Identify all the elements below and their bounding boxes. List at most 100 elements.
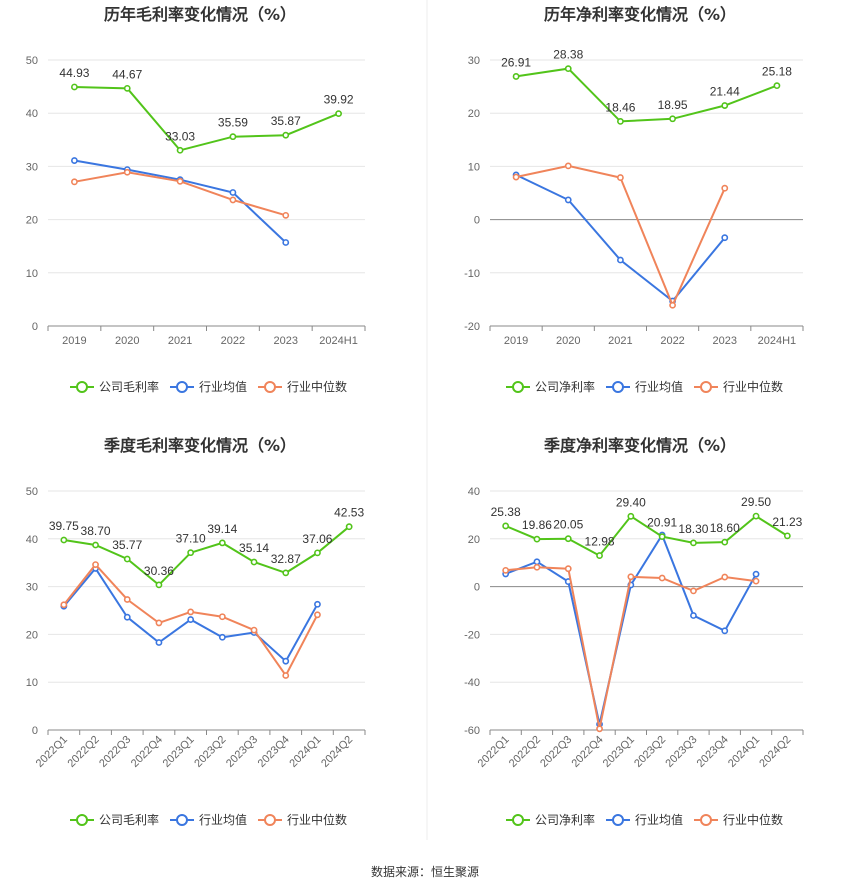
- legend-item[interactable]: 公司净利率: [506, 379, 595, 394]
- data-point: [71, 83, 78, 91]
- legend-item[interactable]: 行业均值: [606, 812, 683, 827]
- data-label: 38.70: [81, 524, 111, 538]
- data-point: [658, 574, 666, 582]
- x-tick-label: 2022Q1: [34, 734, 70, 770]
- data-label: 35.77: [112, 538, 142, 552]
- data-point: [533, 563, 541, 571]
- data-point: [176, 177, 184, 185]
- legend-swatch-marker: [76, 381, 88, 393]
- x-tick-label: 2023Q1: [601, 734, 637, 770]
- data-point: [721, 234, 729, 242]
- chart-annual-gross: 历年毛利率变化情况（%） 0 10 20 30 40 50 2019 2020 2021 2022 2…: [26, 5, 366, 394]
- x-tick-label: 2023Q2: [192, 734, 228, 770]
- data-point: [335, 110, 342, 118]
- y-tick-label: 20: [468, 108, 480, 120]
- y-tick-label: 20: [26, 215, 38, 227]
- legend-item[interactable]: 公司毛利率: [70, 812, 159, 827]
- legend-swatch-marker: [612, 814, 624, 826]
- series-line-industry-avg: [515, 173, 726, 303]
- data-label: 32.87: [271, 552, 301, 566]
- x-tick-label: 2022Q3: [538, 734, 574, 770]
- data-label: 39.14: [207, 522, 237, 536]
- x-tick-label: 2024Q2: [757, 734, 793, 770]
- chart-title: 历年毛利率变化情况（%）: [104, 5, 296, 24]
- data-point: [690, 539, 697, 547]
- data-point: [345, 523, 353, 531]
- y-tick-label: 0: [32, 321, 38, 333]
- data-label: 25.38: [491, 505, 521, 519]
- series-line-industry-avg: [505, 532, 757, 725]
- x-tick-label: 2023: [274, 335, 298, 347]
- data-point: [627, 573, 635, 581]
- data-label: 30.36: [144, 564, 174, 578]
- data-label: 21.44: [710, 85, 740, 99]
- data-point: [282, 672, 290, 679]
- legend-item[interactable]: 行业均值: [170, 379, 247, 394]
- legend-item[interactable]: 公司毛利率: [70, 379, 159, 394]
- data-label: 39.92: [324, 93, 354, 107]
- data-point: [533, 558, 541, 566]
- y-tick-label: 0: [32, 725, 38, 737]
- data-point: [596, 552, 603, 559]
- data-point: [617, 256, 624, 264]
- data-point: [564, 565, 572, 573]
- data-point: [314, 549, 321, 557]
- legend-swatch-marker: [700, 814, 712, 826]
- x-tick-label: 2022Q4: [129, 734, 165, 770]
- legend-label: 行业均值: [635, 379, 683, 394]
- data-label: 26.91: [501, 55, 531, 69]
- x-tick-label: 2021: [608, 335, 632, 347]
- data-point: [92, 561, 99, 569]
- data-label: 29.40: [616, 495, 646, 509]
- legend-label: 行业均值: [199, 379, 247, 394]
- y-tick-label: 50: [26, 486, 38, 498]
- legend-item[interactable]: 行业中位数: [258, 812, 347, 827]
- legend-item[interactable]: 公司净利率: [506, 812, 595, 827]
- y-tick-label: 10: [468, 161, 480, 173]
- data-label: 18.60: [710, 521, 740, 535]
- data-point: [564, 65, 572, 73]
- legend-item[interactable]: 行业中位数: [258, 379, 347, 394]
- data-point: [564, 535, 572, 543]
- data-point: [502, 566, 510, 574]
- x-tick-label: 2019: [504, 335, 528, 347]
- y-tick-label: 40: [468, 486, 480, 498]
- series-line-company: [74, 86, 339, 152]
- y-tick-label: 20: [468, 534, 480, 546]
- legend-label: 行业中位数: [723, 379, 783, 394]
- data-point: [250, 558, 258, 566]
- data-point: [564, 162, 572, 170]
- legend-swatch-marker: [512, 381, 524, 393]
- x-tick-label: 2023Q3: [224, 734, 260, 770]
- data-point: [92, 541, 99, 549]
- data-point: [752, 577, 760, 585]
- legend-item[interactable]: 行业中位数: [694, 379, 783, 394]
- data-label: 18.46: [605, 100, 635, 114]
- data-point: [282, 211, 290, 219]
- x-tick-label: 2024Q1: [726, 734, 762, 770]
- x-tick-label: 2022Q1: [476, 734, 512, 770]
- data-label: 44.67: [112, 67, 142, 81]
- y-tick-label: 0: [474, 582, 480, 594]
- data-source: 数据来源：恒生聚源: [371, 864, 479, 879]
- chart-annual-net: 历年净利率变化情况（%） -20 -10 0 10 20 30 2019 2020 2021 202…: [464, 5, 804, 394]
- data-label: 20.05: [553, 518, 583, 532]
- data-point: [512, 73, 520, 80]
- data-point: [123, 168, 131, 176]
- legend-label: 行业均值: [199, 812, 247, 827]
- x-tick-label: 2020: [115, 335, 139, 347]
- y-tick-label: 20: [26, 629, 38, 641]
- legend-swatch-marker: [612, 381, 624, 393]
- legend-item[interactable]: 行业均值: [170, 812, 247, 827]
- legend-item[interactable]: 行业均值: [606, 379, 683, 394]
- x-tick-label: 2022Q2: [507, 734, 543, 770]
- x-tick-label: 2021: [168, 335, 192, 347]
- data-point: [533, 535, 541, 543]
- y-tick-label: 50: [26, 55, 38, 67]
- chart-quarterly-net: 季度净利率变化情况（%）-60-40-20020402022Q12022Q220…: [464, 436, 804, 827]
- data-point: [721, 573, 729, 581]
- data-point: [123, 84, 131, 92]
- data-point: [669, 115, 676, 123]
- x-tick-label: 2022Q3: [97, 734, 133, 770]
- legend-item[interactable]: 行业中位数: [694, 812, 783, 827]
